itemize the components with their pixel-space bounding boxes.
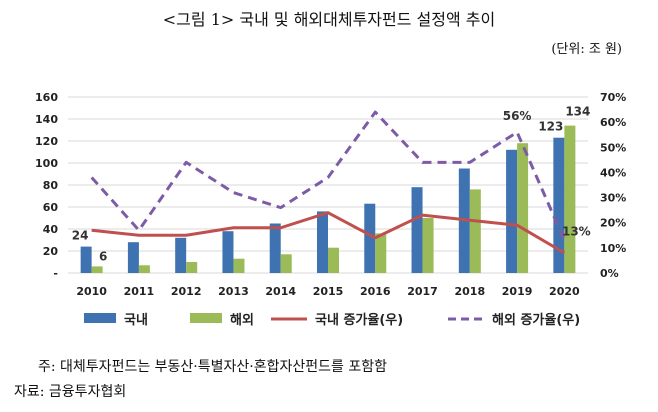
data-label: 56% <box>503 109 532 123</box>
legend-swatch <box>190 313 222 323</box>
y-left-tick-label: 100 <box>35 157 58 170</box>
bar-overseas <box>280 254 292 273</box>
legend-swatch <box>84 313 116 323</box>
bar-overseas <box>186 262 198 273</box>
y-right-tick-label: 40% <box>600 166 626 179</box>
x-tick-label: 2016 <box>360 285 391 298</box>
x-tick-label: 2011 <box>124 285 155 298</box>
y-right-tick-label: 0% <box>600 267 619 280</box>
y-right-tick-label: 70% <box>600 91 626 104</box>
x-tick-label: 2018 <box>455 285 486 298</box>
line-overseas-growth <box>90 110 566 241</box>
y-right-tick-label: 50% <box>600 141 626 154</box>
x-tick-label: 2010 <box>76 285 107 298</box>
x-tick-label: 2020 <box>549 285 580 298</box>
y-left-tick-label: 160 <box>35 91 58 104</box>
data-label: 134 <box>565 105 590 119</box>
y-left-tick-label: 60 <box>43 201 59 214</box>
data-label: 6 <box>99 249 107 263</box>
x-tick-label: 2013 <box>218 285 249 298</box>
y-left-tick-label: 120 <box>35 135 58 148</box>
bar-overseas <box>564 125 576 273</box>
legend-label: 국내 증가율(우) <box>315 312 403 328</box>
bar-overseas <box>233 258 245 273</box>
bar-overseas <box>517 143 529 273</box>
bar-overseas <box>375 233 387 273</box>
x-tick-label: 2014 <box>265 285 296 298</box>
y-left-tick-label: 140 <box>35 113 58 126</box>
bar-domestic <box>175 237 187 273</box>
x-tick-label: 2017 <box>407 285 438 298</box>
source-note: 자료: 금융투자협회 <box>14 384 127 400</box>
bar-domestic <box>364 203 376 273</box>
y-left-tick-label: 20 <box>43 245 59 258</box>
x-tick-label: 2015 <box>313 285 344 298</box>
bar-domestic <box>553 137 565 273</box>
bar-domestic <box>506 149 518 273</box>
bar-overseas <box>138 265 150 273</box>
data-label: 123 <box>538 120 563 134</box>
y-right-tick-label: 60% <box>600 116 626 129</box>
bar-domestic <box>269 223 281 273</box>
x-tick-label: 2012 <box>171 285 202 298</box>
bar-domestic <box>317 211 328 273</box>
bar-domestic <box>80 246 92 273</box>
chart-title: <그림 1> 국내 및 해외대체투자펀드 설정액 추이 <box>162 10 496 29</box>
bar-domestic <box>411 187 423 273</box>
legend-label: 해외 <box>230 312 254 328</box>
line-domestic-growth <box>91 211 566 255</box>
y-left-tick-label: 40 <box>43 223 59 236</box>
legend-label: 국내 <box>124 312 148 328</box>
bar-domestic <box>127 242 139 273</box>
bar-overseas <box>422 218 434 273</box>
bar-overseas <box>469 189 481 273</box>
unit-label: (단위: 조 원) <box>551 42 622 57</box>
y-left-tick-label: 80 <box>43 179 59 192</box>
y-right-tick-label: 30% <box>600 192 626 205</box>
bar-domestic <box>222 231 234 273</box>
y-left-tick-label: - <box>53 267 58 280</box>
footnote: 주: 대체투자펀드는 부동산·특별자산·혼합자산펀드를 포함함 <box>38 359 387 375</box>
x-tick-label: 2019 <box>502 285 533 298</box>
data-label: 24 <box>72 229 89 243</box>
y-right-tick-label: 20% <box>600 217 626 230</box>
data-label: 13% <box>562 224 591 238</box>
y-right-tick-label: 10% <box>600 242 626 255</box>
bar-overseas <box>91 266 103 273</box>
bar-overseas <box>328 247 339 273</box>
legend-label: 해외 증가율(우) <box>492 312 580 328</box>
